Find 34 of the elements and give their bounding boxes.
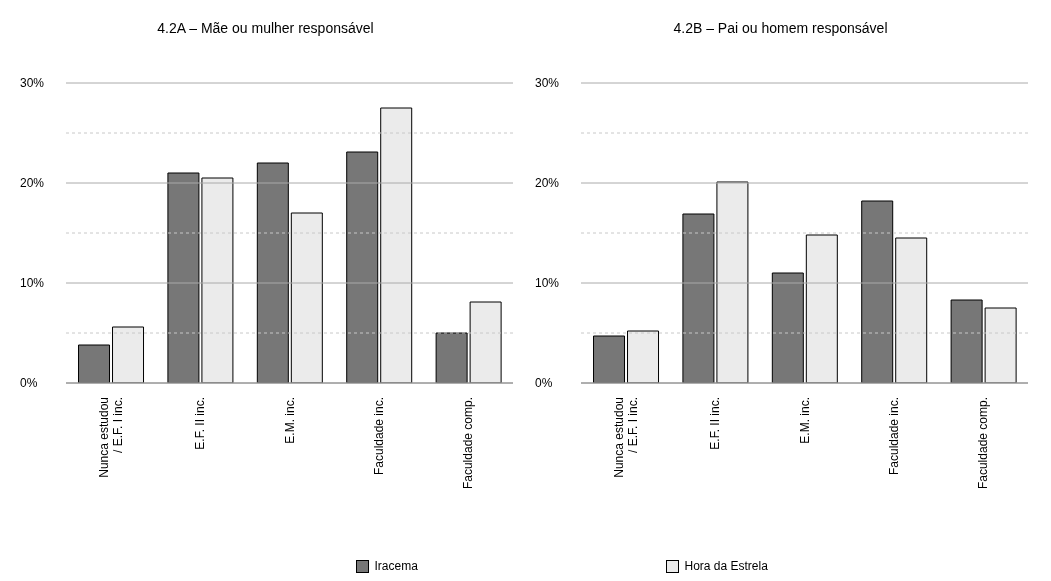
x-tick-label: Nunca estudou / E.F. I inc. [96,397,125,478]
bar [771,272,804,383]
x-tick-label: Faculdade comp. [461,397,476,490]
bar [895,237,928,383]
y-tick-label: 30% [535,76,560,91]
bar [861,200,894,383]
bar [290,212,323,383]
x-tick-label: Faculdade comp. [976,397,991,490]
x-tick-label: E.M. inc. [282,397,297,444]
bar [346,151,379,383]
bar [112,326,145,383]
x-tick-label: Faculdade inc. [371,397,386,476]
y-tick-label: 20% [535,176,560,191]
legend-label: Hora da Estrela [684,559,768,573]
bar [593,335,626,383]
x-tick-label: E.M. inc. [797,397,812,444]
x-tick-label: Nunca estudou / E.F. I inc. [611,397,640,478]
legend-label: Iracema [374,559,418,573]
y-tick-label: 10% [535,276,560,291]
y-tick-label: 20% [20,176,45,191]
bar [256,162,289,383]
y-tick-label: 10% [20,276,45,291]
chart-title: 4.2B – Pai ou homem responsável [672,20,889,36]
chart-title: 4.2A – Mãe ou mulher responsável [156,20,375,36]
y-tick-label: 0% [535,376,553,391]
bar [78,344,111,383]
bar [805,234,838,383]
x-tick-label: Faculdade inc. [886,397,901,476]
x-tick-label: E.F. II inc. [193,397,208,450]
y-tick-label: 30% [20,76,45,91]
bar [627,330,660,383]
bar [380,107,413,383]
y-tick-label: 0% [20,376,38,391]
x-tick-label: E.F. II inc. [708,397,723,450]
